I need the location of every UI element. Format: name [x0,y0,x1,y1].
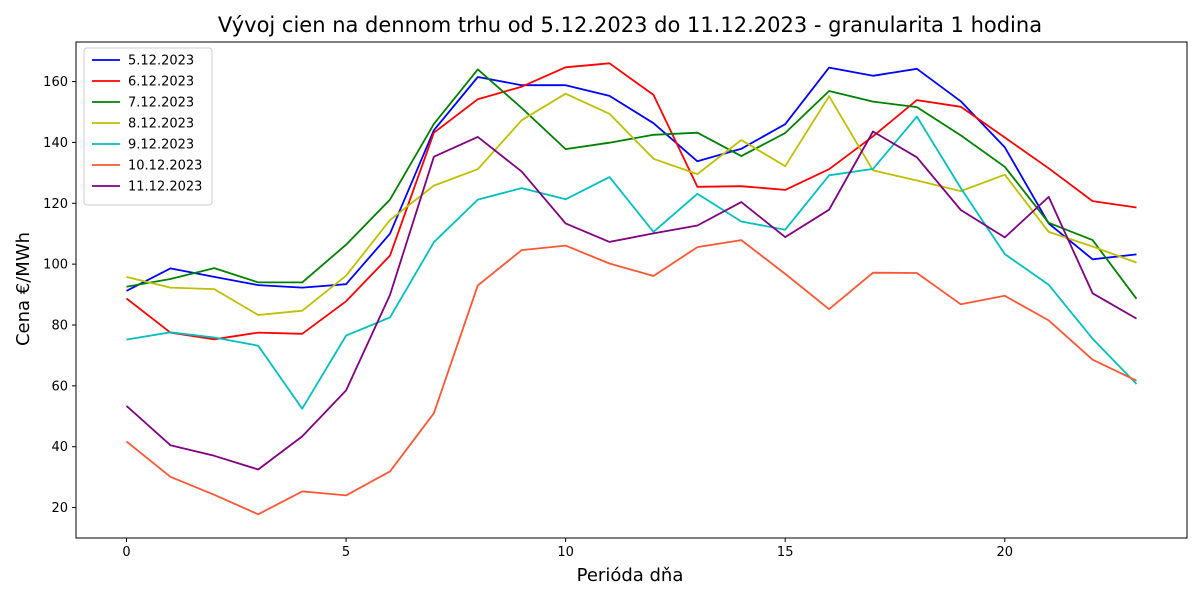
y-tick-label: 60 [51,379,68,394]
x-tick-label: 20 [996,545,1013,560]
chart-title: Vývoj cien na dennom trhu od 5.12.2023 d… [218,13,1042,37]
legend-label: 10.12.2023 [128,159,202,174]
x-tick-label: 5 [342,545,350,560]
series-line-6 [125,130,1137,471]
series-line-3 [126,92,1137,316]
series-line-0 [126,66,1137,292]
y-tick-label: 160 [43,75,68,90]
y-axis-ticks: 20 40 60 80 100 120 140 160 [43,75,76,516]
x-axis-title: Perióda dňa [577,565,684,586]
y-tick-label: 140 [43,136,68,151]
y-tick-label: 40 [51,440,68,455]
y-axis-title: Cena €/MWh [13,232,34,346]
series-line-5 [125,239,1137,516]
legend-label: 7.12.2023 [128,96,194,111]
y-tick-label: 80 [51,318,68,333]
series-line-1 [125,62,1137,341]
x-tick-label: 15 [777,545,794,560]
legend: 5.12.2023 6.12.2023 7.12.2023 8.12.2023 9.12… [83,47,213,206]
x-tick-label: 10 [557,545,574,560]
legend-label: 6.12.2023 [128,75,194,90]
legend-label: 11.12.2023 [128,180,202,195]
plot-frame [75,41,1188,539]
y-tick-label: 100 [43,258,68,273]
y-tick-label: 20 [51,501,68,516]
legend-label: 8.12.2023 [128,117,194,132]
plot-area [75,41,1188,539]
series-line-2 [126,68,1138,300]
legend-label: 9.12.2023 [128,138,194,153]
x-axis-ticks: 0 5 10 15 20 [122,538,1013,560]
series-line-4 [126,115,1138,410]
x-tick-label: 0 [122,545,130,560]
legend-label: 5.12.2023 [128,54,194,69]
y-tick-label: 120 [43,197,68,212]
